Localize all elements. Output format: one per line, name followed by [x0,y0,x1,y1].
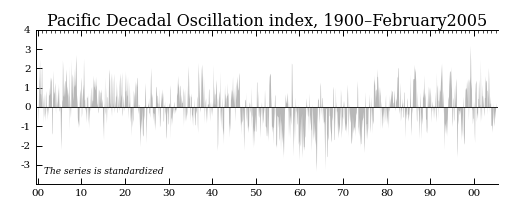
Title: Pacific Decadal Oscillation index, 1900–February2005: Pacific Decadal Oscillation index, 1900–… [47,13,487,30]
Text: The series is standardized: The series is standardized [44,167,164,176]
